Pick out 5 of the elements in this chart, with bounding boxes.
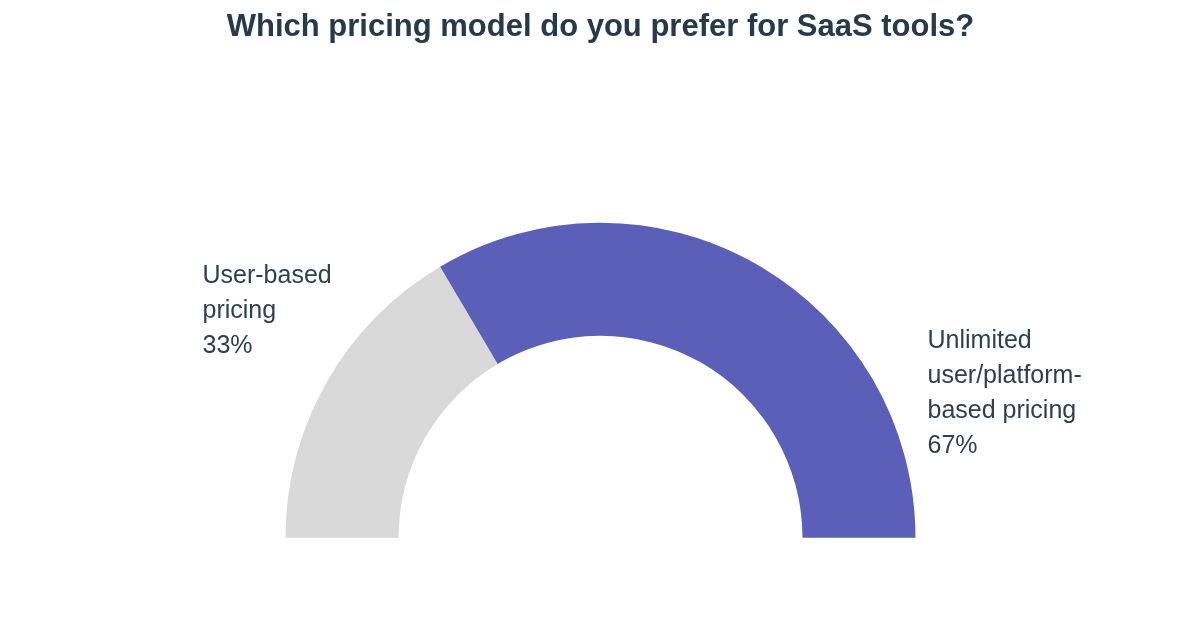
slice-label: User-based pricing	[202, 260, 332, 324]
chart-title: Which pricing model do you prefer for SaaS tools?	[226, 7, 975, 43]
data-label: 67%	[927, 430, 978, 459]
data-label: 33%	[202, 330, 253, 359]
slice-label: Unlimited user/platform-based pricing	[927, 324, 1082, 424]
